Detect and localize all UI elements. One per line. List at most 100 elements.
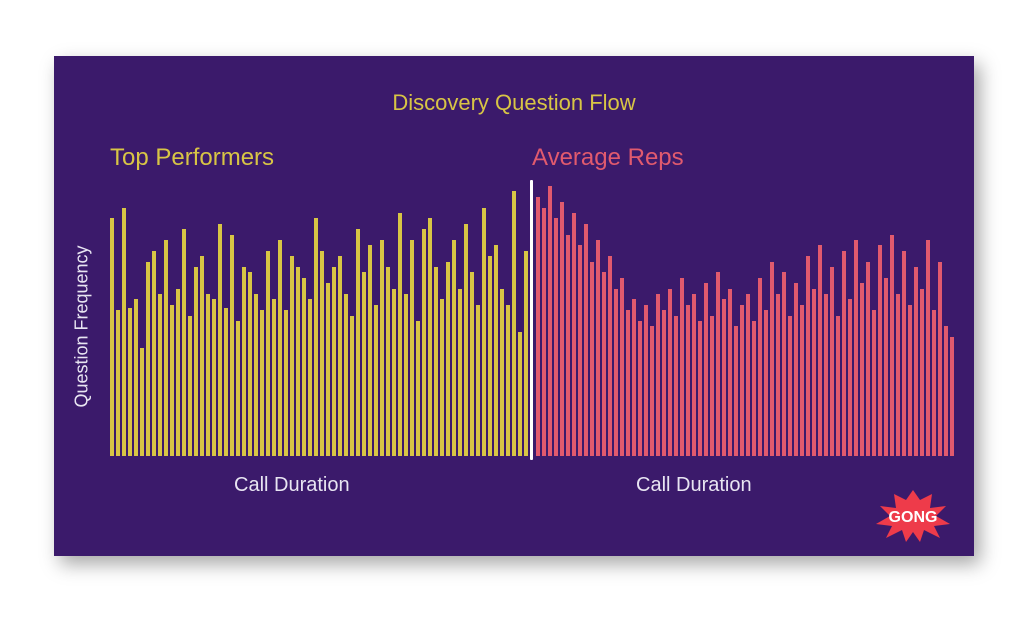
- bar: [224, 308, 228, 457]
- chart-title: Discovery Question Flow: [54, 90, 974, 116]
- bar: [614, 289, 618, 456]
- bar: [500, 289, 504, 456]
- bar: [350, 316, 354, 456]
- bar: [950, 337, 954, 456]
- gong-logo-text: GONG: [889, 509, 938, 526]
- bar: [578, 245, 582, 456]
- bar: [608, 256, 612, 456]
- bar: [818, 245, 822, 456]
- bar: [440, 299, 444, 456]
- bar: [116, 310, 120, 456]
- bar: [452, 240, 456, 456]
- bar: [338, 256, 342, 456]
- bar: [854, 240, 858, 456]
- bar: [266, 251, 270, 456]
- bar: [704, 283, 708, 456]
- bar: [410, 240, 414, 456]
- bar: [404, 294, 408, 456]
- bar: [158, 294, 162, 456]
- bar: [374, 305, 378, 456]
- bar: [872, 310, 876, 456]
- bar: [470, 272, 474, 456]
- bar: [668, 289, 672, 456]
- x-axis-label-right: Call Duration: [636, 474, 752, 497]
- bar: [932, 310, 936, 456]
- bar: [428, 218, 432, 456]
- bar: [218, 224, 222, 456]
- chart-card: Discovery Question Flow Top Performers A…: [54, 56, 974, 556]
- bar: [554, 218, 558, 456]
- bar: [758, 278, 762, 456]
- bar: [194, 267, 198, 456]
- bar: [842, 251, 846, 456]
- bar: [296, 267, 300, 456]
- bar: [746, 294, 750, 456]
- bar: [494, 245, 498, 456]
- bar: [314, 218, 318, 456]
- bar: [602, 272, 606, 456]
- bar: [686, 305, 690, 456]
- bar: [812, 289, 816, 456]
- bar: [566, 235, 570, 456]
- bar: [626, 310, 630, 456]
- bar: [800, 305, 804, 456]
- bar: [344, 294, 348, 456]
- bar: [524, 251, 528, 456]
- bar: [128, 308, 132, 457]
- bar: [902, 251, 906, 456]
- bar: [458, 289, 462, 456]
- bar: [830, 267, 834, 456]
- bar: [386, 267, 390, 456]
- bar: [140, 348, 144, 456]
- bar: [590, 262, 594, 456]
- bar: [782, 272, 786, 456]
- bar: [674, 316, 678, 456]
- bar: [392, 289, 396, 456]
- bar: [134, 299, 138, 456]
- series-label-top-performers: Top Performers: [110, 144, 274, 172]
- bar: [482, 208, 486, 456]
- bar: [848, 299, 852, 456]
- bars-top-performers: [110, 186, 528, 456]
- bar: [656, 294, 660, 456]
- bar: [176, 289, 180, 456]
- x-axis-label-left: Call Duration: [234, 474, 350, 497]
- bar: [692, 294, 696, 456]
- bar: [506, 305, 510, 456]
- bar: [680, 278, 684, 456]
- bar: [572, 213, 576, 456]
- bar: [776, 294, 780, 456]
- bar: [836, 316, 840, 456]
- bar: [326, 283, 330, 456]
- bar: [476, 305, 480, 456]
- bar: [488, 256, 492, 456]
- bar: [914, 267, 918, 456]
- bar: [518, 332, 522, 456]
- bar: [632, 299, 636, 456]
- bar: [728, 289, 732, 456]
- bars-average-reps: [536, 186, 954, 456]
- bar: [380, 240, 384, 456]
- bar: [200, 256, 204, 456]
- bar: [368, 245, 372, 456]
- bar: [860, 283, 864, 456]
- bar: [770, 262, 774, 456]
- bar: [446, 262, 450, 456]
- bar: [644, 305, 648, 456]
- bar: [242, 267, 246, 456]
- bar: [866, 262, 870, 456]
- bar: [824, 294, 828, 456]
- bar: [212, 299, 216, 456]
- bar: [542, 208, 546, 456]
- bar: [740, 305, 744, 456]
- bar: [284, 310, 288, 456]
- bar: [110, 218, 114, 456]
- bar: [890, 235, 894, 456]
- bar: [734, 326, 738, 456]
- bar: [362, 272, 366, 456]
- bar: [884, 278, 888, 456]
- bar: [416, 321, 420, 456]
- bar: [512, 191, 516, 456]
- bar: [584, 224, 588, 456]
- bar: [260, 310, 264, 456]
